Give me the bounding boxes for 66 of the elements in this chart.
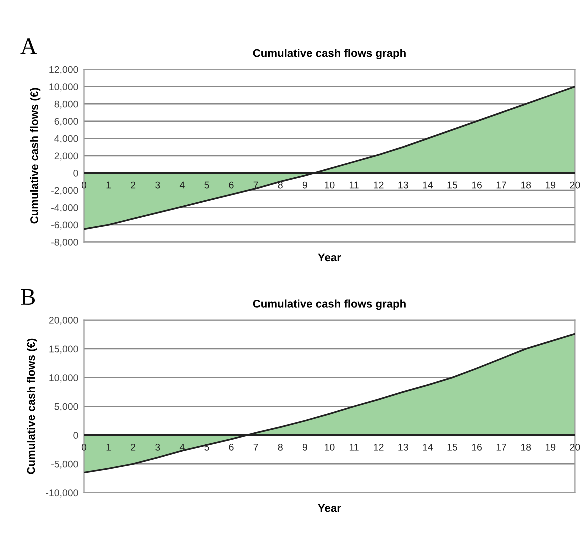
x-tick-label: 2	[131, 444, 136, 451]
text: A	[20, 38, 38, 54]
x-tick-label: 2	[131, 182, 136, 189]
y-tick-label: 0	[74, 170, 78, 177]
y-tick-label: 2,000	[54, 152, 78, 161]
x-axis-title: Year	[318, 254, 342, 262]
x-tick-label: 20	[570, 444, 580, 451]
x-tick-label: 13	[398, 182, 408, 189]
chart-title: Cumulative cash flows graph	[253, 49, 406, 60]
y-tick-label: -5,000	[52, 460, 78, 469]
x-tick-label: 18	[521, 182, 532, 189]
x-tick-label: 1	[106, 444, 112, 451]
x-tick-label: 11	[350, 444, 359, 451]
x-tick-label: 13	[398, 444, 408, 451]
y-tick-label: -4,000	[52, 204, 78, 213]
x-tick-label: 5	[204, 182, 210, 189]
x-tick-label: 9	[302, 444, 308, 451]
x-tick-label: 10	[325, 444, 335, 451]
x-tick-label: 7	[254, 444, 258, 451]
x-tick-label: 16	[472, 182, 482, 189]
x-tick-label: 6	[229, 444, 234, 451]
y-tick-label: 10,000	[50, 84, 78, 92]
y-axis-title: Cumulative cash flows (€)	[27, 338, 38, 474]
chart-title: Cumulative cash flows graph	[253, 300, 406, 310]
x-tick-label: 3	[156, 182, 160, 189]
y-tick-label: 4,000	[54, 135, 78, 144]
x-tick-label: 8	[278, 444, 283, 451]
x-tick-label: 7	[254, 182, 258, 189]
x-tick-label: 17	[496, 182, 506, 189]
x-tick-label: 15	[448, 444, 458, 451]
x-tick-label: 18	[521, 444, 532, 451]
x-tick-label: 14	[423, 444, 434, 451]
x-axis-title: Year	[318, 504, 342, 512]
x-tick-label: 0	[82, 182, 87, 189]
x-tick-label: 9	[302, 182, 308, 189]
y-tick-label: 12,000	[50, 66, 78, 74]
y-tick-label: -8,000	[52, 239, 78, 248]
y-tick-label: -6,000	[52, 222, 78, 230]
y-tick-label: 20,000	[49, 317, 78, 326]
x-tick-label: 6	[229, 182, 234, 189]
x-tick-label: 17	[496, 444, 506, 451]
text: B	[21, 289, 36, 305]
y-tick-label: 5,000	[54, 403, 78, 412]
x-tick-label: 4	[180, 182, 185, 189]
x-tick-label: 11	[350, 182, 359, 189]
y-tick-label: 8,000	[54, 100, 78, 109]
y-tick-label: 0	[74, 432, 78, 440]
y-tick-label: -10,000	[46, 490, 78, 498]
x-tick-label: 1	[106, 182, 112, 189]
x-tick-label: 16	[472, 444, 482, 451]
x-tick-label: 3	[156, 444, 160, 451]
x-tick-label: 15	[448, 182, 458, 189]
x-tick-label: 10	[325, 182, 335, 189]
y-tick-label: -2,000	[52, 187, 78, 196]
x-tick-label: 12	[374, 182, 384, 189]
y-tick-label: 15,000	[50, 346, 78, 354]
y-axis-title: Cumulative cash flows (€)	[30, 88, 41, 224]
y-tick-label: 10,000	[50, 374, 78, 383]
x-tick-label: 4	[180, 444, 185, 451]
x-tick-label: 19	[546, 444, 556, 451]
x-tick-label: 19	[546, 182, 556, 189]
x-tick-label: 0	[82, 444, 87, 451]
y-tick-label: 6,000	[54, 118, 78, 126]
x-tick-label: 20	[570, 182, 580, 189]
x-tick-label: 14	[423, 182, 434, 189]
x-tick-label: 12	[374, 444, 384, 451]
